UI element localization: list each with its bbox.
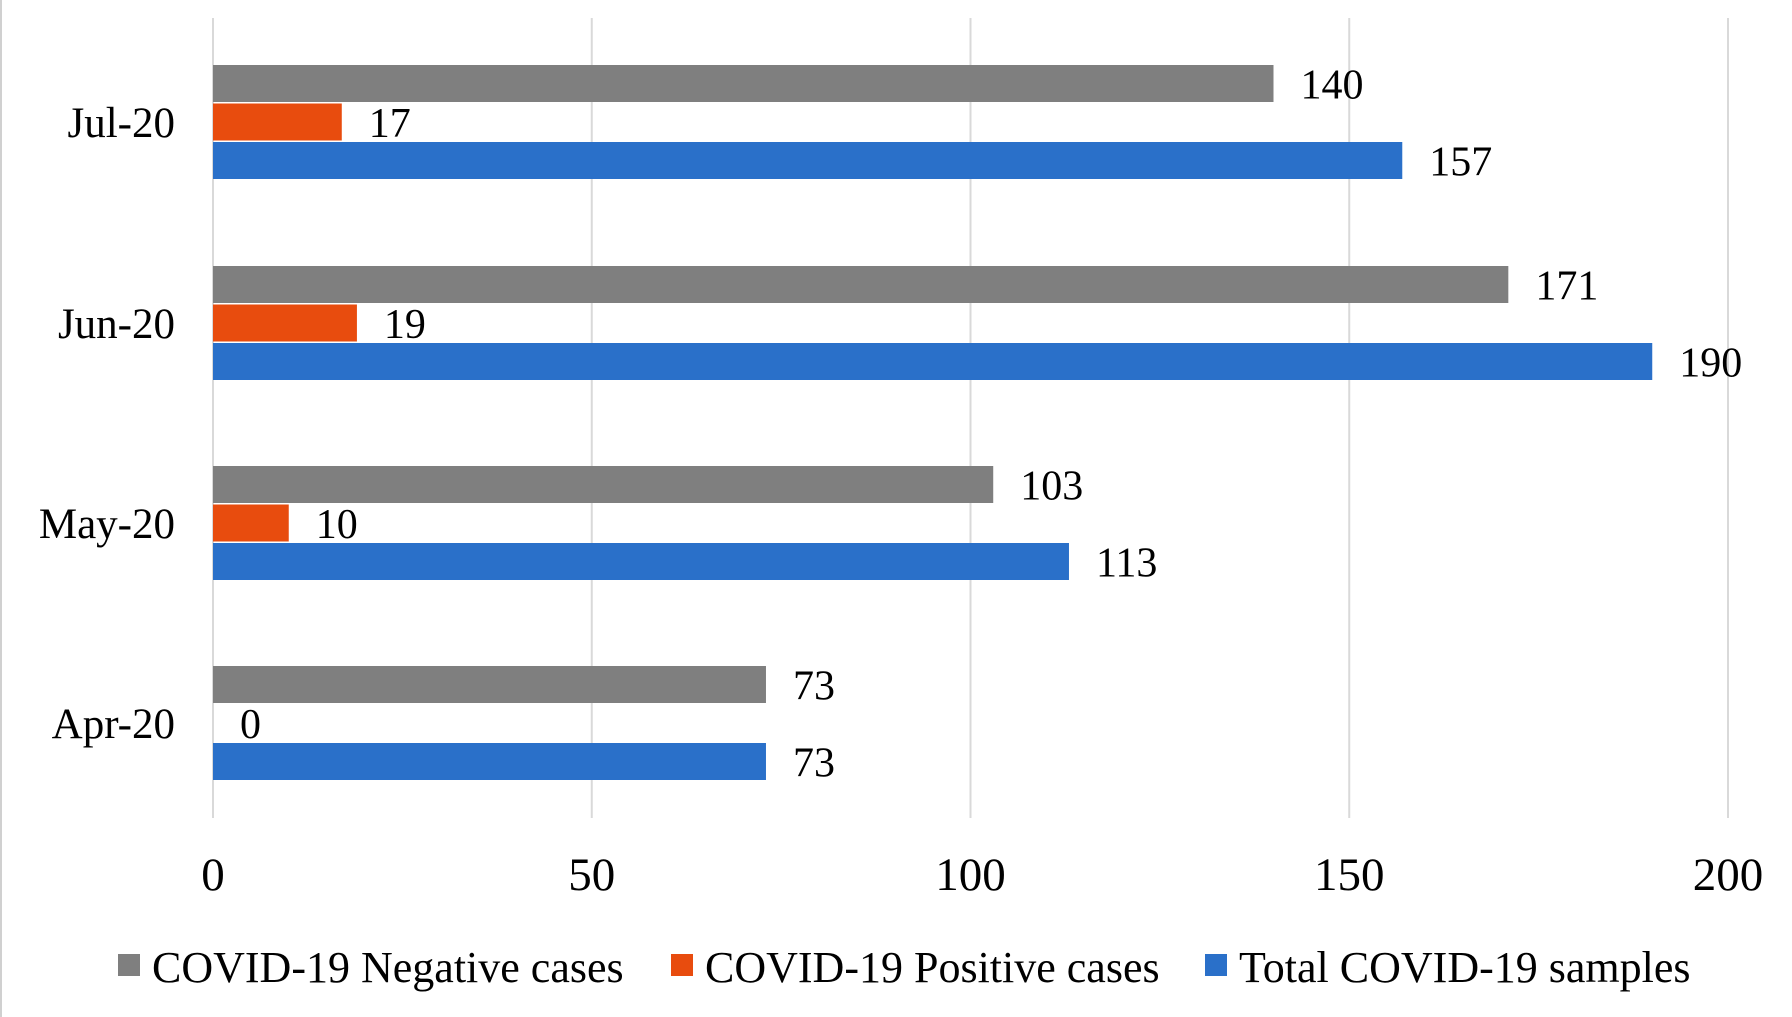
legend-swatch xyxy=(671,954,693,976)
bar xyxy=(213,543,1069,580)
x-tick-label: 150 xyxy=(1314,849,1385,901)
data-label: 113 xyxy=(1096,541,1157,587)
bar xyxy=(213,343,1653,380)
data-label: 19 xyxy=(384,302,426,348)
data-labels: 73 0 73 103 10 113 171 19 190 140 17 157 xyxy=(240,63,1742,787)
data-label: 140 xyxy=(1301,63,1364,109)
data-label: 73 xyxy=(793,741,835,787)
data-label: 17 xyxy=(369,101,411,147)
x-tick-label: 0 xyxy=(201,849,225,901)
category-label: Jun-20 xyxy=(58,301,175,348)
data-label: 103 xyxy=(1020,464,1083,510)
legend: COVID-19 Negative cases COVID-19 Positive… xyxy=(118,943,1691,992)
bar xyxy=(213,743,766,780)
category-label: Jul-20 xyxy=(68,100,176,147)
bar xyxy=(213,304,357,342)
data-label: 157 xyxy=(1429,140,1492,186)
bar xyxy=(213,103,342,141)
bar xyxy=(213,65,1274,102)
y-axis-category-labels: Apr-20 May-20 Jun-20 Jul-20 xyxy=(39,100,175,748)
x-tick-label: 50 xyxy=(568,849,615,901)
x-axis-tick-labels: 0 50 100 150 200 xyxy=(201,849,1763,901)
data-label: 171 xyxy=(1535,264,1598,310)
x-tick-label: 100 xyxy=(935,849,1006,901)
data-label: 73 xyxy=(793,664,835,710)
x-tick-label: 200 xyxy=(1693,849,1764,901)
bar xyxy=(213,666,766,703)
category-label: Apr-20 xyxy=(52,701,175,748)
bars xyxy=(213,65,1653,780)
legend-swatch xyxy=(118,954,140,976)
data-label: 190 xyxy=(1679,341,1742,387)
data-label: 10 xyxy=(316,502,358,548)
legend-label: Total COVID-19 samples xyxy=(1239,943,1691,992)
category-label: May-20 xyxy=(39,501,175,548)
bar xyxy=(213,266,1509,303)
bar xyxy=(213,466,994,503)
bar xyxy=(213,504,289,542)
legend-swatch xyxy=(1205,954,1227,976)
data-label: 0 xyxy=(240,702,261,748)
legend-label: COVID-19 Negative cases xyxy=(152,943,624,992)
legend-label: COVID-19 Positive cases xyxy=(705,943,1160,992)
bar xyxy=(213,142,1403,179)
